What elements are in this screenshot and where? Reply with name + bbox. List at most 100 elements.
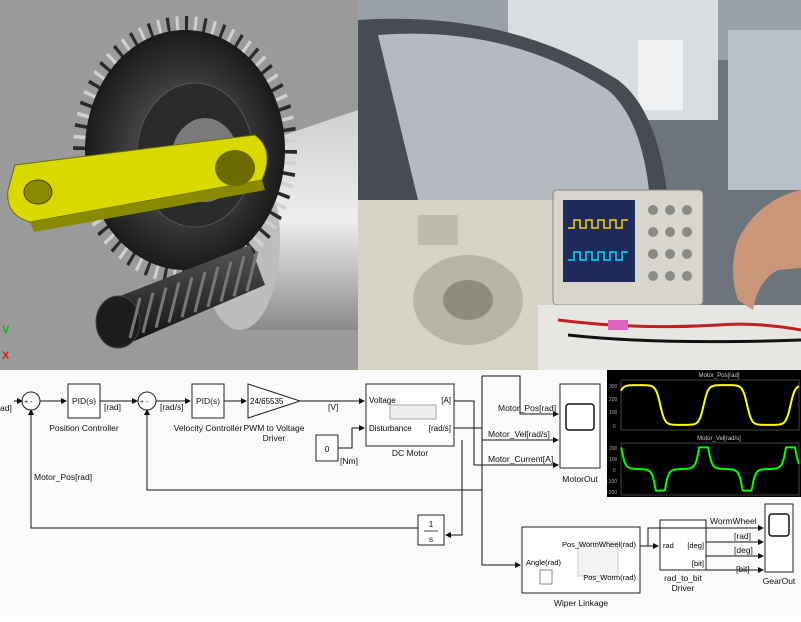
gear-tooth xyxy=(110,239,123,253)
worm-thread xyxy=(167,282,181,323)
gear-tooth xyxy=(152,264,160,280)
gear-tooth xyxy=(282,160,297,166)
gear-tooth xyxy=(73,146,88,150)
constant-unit: [Nm] xyxy=(340,456,358,466)
gear-tooth xyxy=(272,200,287,211)
bottom-tick-2: 0 xyxy=(613,468,616,474)
cad-gear-drawing: V X xyxy=(2,16,358,362)
worm-thread xyxy=(141,292,155,334)
gear-tooth xyxy=(276,191,291,200)
integrator-num: 1 xyxy=(429,519,434,529)
bottom-tick-3: -100 xyxy=(607,479,617,485)
test-bench-photo xyxy=(358,0,801,370)
constant-block[interactable]: 0 xyxy=(315,434,339,462)
feedback-label: Motor_Pos[rad] xyxy=(34,472,92,482)
wiper-linkage-block[interactable]: Angle(rad) Pos_WormWheel(rad) Pos_Worm(r… xyxy=(521,526,641,594)
motor-out-caption: MotorOut xyxy=(562,474,598,484)
gear-tooth xyxy=(263,218,277,230)
gear-tooth xyxy=(254,55,267,68)
rad-to-bit-caption-2: Driver xyxy=(672,583,695,593)
gear-tooth xyxy=(162,267,168,282)
gear-tooth xyxy=(279,115,294,123)
wiper-caption: Wiper Linkage xyxy=(554,598,609,608)
gear-out-caption: GearOut xyxy=(763,576,796,586)
sum-block-1[interactable]: + - xyxy=(21,391,41,411)
scope-output-window: Motor_Pos[rad] 300 200 100 0 Motor_Vel[r… xyxy=(607,370,801,497)
constant-text: 0 xyxy=(325,444,330,454)
rad-to-bit-port-bit: [bit] xyxy=(692,559,704,568)
gear-tooth xyxy=(281,126,296,133)
gear-tooth xyxy=(247,47,260,61)
pid-position-caption: Position Controller xyxy=(49,423,119,433)
gear-tooth xyxy=(202,18,208,33)
gear-tooth xyxy=(258,227,271,240)
scope-plots: Motor_Pos[rad] 300 200 100 0 Motor_Vel[r… xyxy=(607,373,800,496)
gear-tooth xyxy=(137,26,147,42)
gear-tooth xyxy=(218,24,227,39)
gear-tooth xyxy=(143,261,152,276)
gear-tooth xyxy=(185,16,189,31)
motor-out-scope[interactable] xyxy=(559,383,601,469)
gear-tooth xyxy=(103,232,116,245)
dc-motor-port-disturbance: Disturbance xyxy=(369,424,412,433)
hand xyxy=(733,190,801,310)
top-tick-3: 0 xyxy=(613,424,616,430)
motor-pos-curve xyxy=(620,384,800,426)
gear-tooth xyxy=(126,252,136,267)
wiper-port-worm: Pos_Worm(rad) xyxy=(583,573,636,582)
gear-tooth xyxy=(83,89,98,100)
scope-bottom-title: Motor_Vel[rad/s] xyxy=(697,436,741,442)
bottom-tick-4: -200 xyxy=(607,490,617,496)
gear-tooth xyxy=(165,17,171,32)
pid-velocity-text: PID(s) xyxy=(196,396,220,406)
axis-label-v: V xyxy=(2,324,10,336)
axis-label-x: X xyxy=(2,350,10,362)
worm-screw xyxy=(95,245,265,349)
worm-thread xyxy=(154,287,168,328)
gear-tooth xyxy=(113,44,125,59)
rad-to-bit-port-rad: rad xyxy=(663,541,674,550)
pid-position-block[interactable]: PID(s) xyxy=(67,383,101,419)
top-tick-0: 300 xyxy=(609,384,618,390)
worm-thread xyxy=(206,266,220,308)
signal-rads-label: [rad/s] xyxy=(160,402,184,412)
gear-tooth xyxy=(76,111,92,119)
gear-tooth xyxy=(93,70,107,82)
gear-tooth xyxy=(134,257,144,272)
gear-tooth xyxy=(129,32,139,47)
test-bench-illustration xyxy=(358,0,801,370)
worm-thread xyxy=(245,250,259,292)
dc-motor-block[interactable]: Voltage Disturbance [A] [rad/s] xyxy=(365,383,455,447)
signal-rad-label: [rad] xyxy=(104,402,121,412)
sum1-signs: + - xyxy=(24,399,33,406)
pid-velocity-block[interactable]: PID(s) xyxy=(191,383,225,419)
wiper-port-wormwheel: Pos_WormWheel(rad) xyxy=(562,540,637,549)
gear-tooth xyxy=(120,38,132,52)
gear-tooth xyxy=(245,241,257,256)
oscilloscope xyxy=(552,189,704,306)
integrator-block[interactable]: 1 s xyxy=(417,514,445,546)
rad-to-bit-caption-1: rad_to_bit xyxy=(664,573,702,583)
sum-block-2[interactable]: + - xyxy=(137,391,157,411)
gear-tooth xyxy=(175,16,180,31)
gear-tooth xyxy=(278,181,294,189)
pwm-gain-block[interactable]: 24/65535 xyxy=(247,383,302,419)
pid-position-text: PID(s) xyxy=(72,396,96,406)
gear-tooth xyxy=(282,150,297,154)
signal-motor-current: Motor_Current[A] xyxy=(488,454,553,464)
signal-motor-pos: Motor_Pos[rad] xyxy=(498,403,556,413)
worm-thread xyxy=(180,276,194,318)
bottom-tick-0: 200 xyxy=(609,446,618,452)
gear-tooth xyxy=(79,100,94,109)
gear-tooth xyxy=(193,16,198,31)
wiper-port-angle: Angle(rad) xyxy=(526,558,562,567)
gear-signal-rad: [rad] xyxy=(734,531,751,541)
gear-tooth xyxy=(226,28,236,43)
gear-tooth xyxy=(234,33,244,48)
worm-thread xyxy=(128,297,142,339)
gear-tooth xyxy=(146,22,155,38)
gear-tooth xyxy=(105,52,118,66)
gear-out-scope[interactable] xyxy=(764,503,794,573)
gear-tooth xyxy=(265,73,279,85)
bottom-tick-1: 100 xyxy=(609,457,618,463)
